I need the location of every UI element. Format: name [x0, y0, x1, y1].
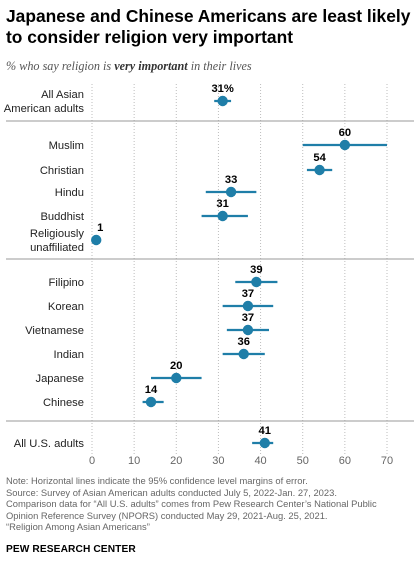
- value-label-vietnamese: 37: [242, 312, 254, 324]
- value-label-buddhist: 31: [216, 198, 228, 210]
- value-label-all-asian-american-adults: 31%: [211, 83, 233, 95]
- data-point-korean: [242, 300, 254, 312]
- footnote-comparison-cont: Opinion Reference Survey (NPORS) conduct…: [6, 509, 328, 521]
- x-tick-label-40: 40: [254, 455, 266, 467]
- x-tick-label-60: 60: [339, 455, 351, 467]
- value-label-all-u-s-adults: 41: [259, 425, 271, 437]
- category-label-filipino: Filipino: [49, 277, 84, 289]
- dot-plot: 0 10 20 30 40 50 60 70 All Asian American adults 3…: [4, 83, 414, 467]
- data-point-christian: [314, 164, 325, 176]
- data-point-religiously-unaffiliated: [91, 234, 102, 246]
- category-label-christian: Christian: [40, 165, 84, 177]
- data-point-japanese: [171, 372, 182, 384]
- x-tick-label-70: 70: [381, 455, 393, 467]
- x-tick-label-10: 10: [128, 455, 140, 467]
- x-tick-label-50: 50: [297, 455, 309, 467]
- data-point-buddhist: [217, 210, 228, 222]
- brand-logo-text: PEW RESEARCH CENTER: [6, 544, 136, 555]
- category-label-all-u-s-adults: All U.S. adults: [14, 438, 85, 450]
- footnote-note: Note: Horizontal lines indicate the 95% …: [6, 475, 308, 486]
- value-label-indian: 36: [237, 336, 249, 348]
- chart-title: Japanese and Chinese Americans are least…: [6, 6, 411, 47]
- data-point-all-u-s-adults: [259, 437, 270, 449]
- data-point-filipino: [251, 276, 262, 288]
- category-label-all-asian-american-adults: All Asian American adults: [4, 89, 85, 115]
- value-label-hindu: 33: [225, 174, 237, 186]
- chart-subtitle: % who say religion is very important in …: [6, 59, 252, 74]
- subtitle-suffix: in their lives: [187, 59, 252, 73]
- footnote-report-title: “Religion Among Asian Americans”: [6, 521, 150, 533]
- x-tick-label-30: 30: [212, 455, 224, 467]
- data-point-hindu: [225, 186, 237, 198]
- footnote-comparison: Comparison data for “All U.S. adults” co…: [6, 498, 377, 510]
- data-point-muslim: [339, 139, 351, 151]
- value-label-christian: 54: [313, 152, 326, 164]
- value-label-religiously-unaffiliated: 1: [97, 222, 103, 234]
- data-point-vietnamese: [242, 324, 254, 336]
- value-label-chinese: 14: [145, 384, 158, 396]
- value-label-korean: 37: [242, 288, 254, 300]
- data-point-all-asian-american-adults: [217, 95, 228, 107]
- category-label-indian: Indian: [54, 349, 84, 361]
- data-point-chinese: [145, 396, 157, 408]
- subtitle-prefix: % who say religion is: [6, 59, 115, 73]
- x-tick-label-20: 20: [170, 455, 182, 467]
- value-label-muslim: 60: [339, 127, 351, 139]
- subtitle-emphasis: very important: [114, 59, 188, 73]
- value-label-filipino: 39: [250, 264, 262, 276]
- x-tick-label-0: 0: [89, 455, 95, 467]
- category-label-religiously-unaffiliated: Religiously unaffiliated: [30, 228, 85, 254]
- footnotes: Note: Horizontal lines indicate the 95% …: [6, 475, 418, 533]
- data-point-indian: [238, 348, 249, 360]
- category-label-chinese: Chinese: [43, 397, 84, 409]
- category-label-vietnamese: Vietnamese: [25, 325, 84, 337]
- category-label-muslim: Muslim: [49, 140, 84, 152]
- footnote-source: Source: Survey of Asian American adults …: [6, 486, 337, 498]
- category-label-korean: Korean: [48, 301, 84, 313]
- category-label-buddhist: Buddhist: [40, 211, 84, 223]
- category-label-japanese: Japanese: [35, 373, 84, 385]
- value-label-japanese: 20: [170, 360, 182, 372]
- category-label-hindu: Hindu: [55, 187, 84, 199]
